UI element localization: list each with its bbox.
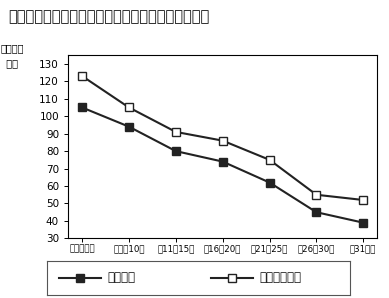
Text: ㎡）: ㎡） xyxy=(0,58,18,68)
Text: 成約物件: 成約物件 xyxy=(107,271,135,284)
Text: 図表６－３　中古マンションの築年帯別平均㎡単価: 図表６－３ 中古マンションの築年帯別平均㎡単価 xyxy=(8,9,209,24)
Text: 新規登録物件: 新規登録物件 xyxy=(259,271,301,284)
Text: （万円／: （万円／ xyxy=(0,43,24,53)
